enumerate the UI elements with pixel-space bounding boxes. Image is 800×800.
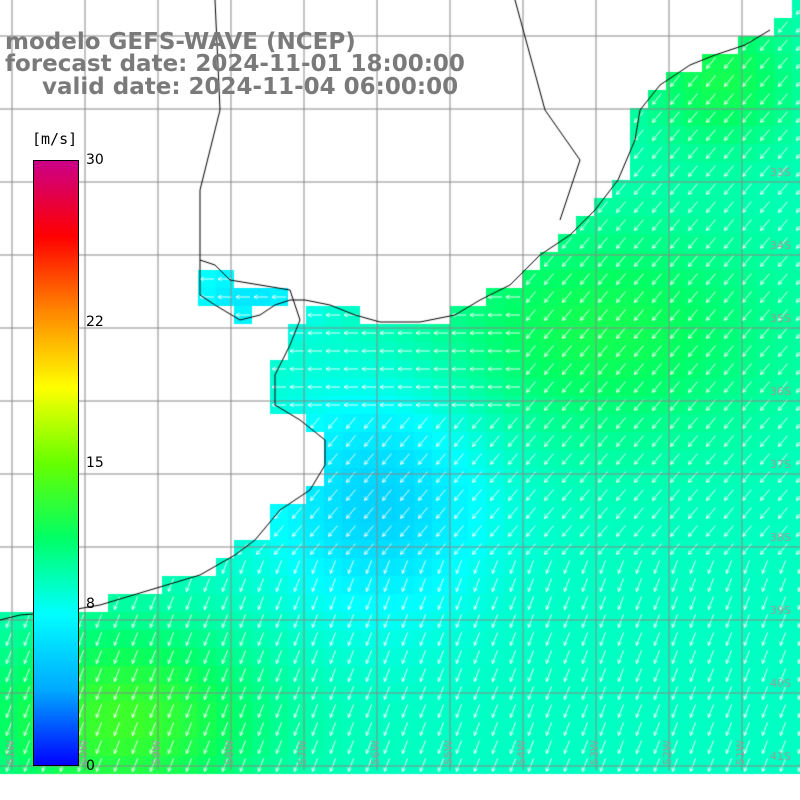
colorbar xyxy=(33,160,79,766)
colorbar-tick-label: 0 xyxy=(86,758,95,774)
model-title: modelo GEFS-WAVE (NCEP) xyxy=(5,29,356,55)
colorbar-tick-label: 8 xyxy=(86,596,95,613)
forecast-date: forecast date: 2024-11-01 18:00:00 xyxy=(5,51,465,77)
colorbar-unit: [m/s] xyxy=(32,130,78,148)
valid-date: valid date: 2024-11-04 06:00:00 xyxy=(42,74,459,100)
colorbar-tick-label: 22 xyxy=(86,313,104,330)
colorbar-tick-label: 30 xyxy=(86,152,104,168)
colorbar-tick-label: 15 xyxy=(86,455,104,471)
